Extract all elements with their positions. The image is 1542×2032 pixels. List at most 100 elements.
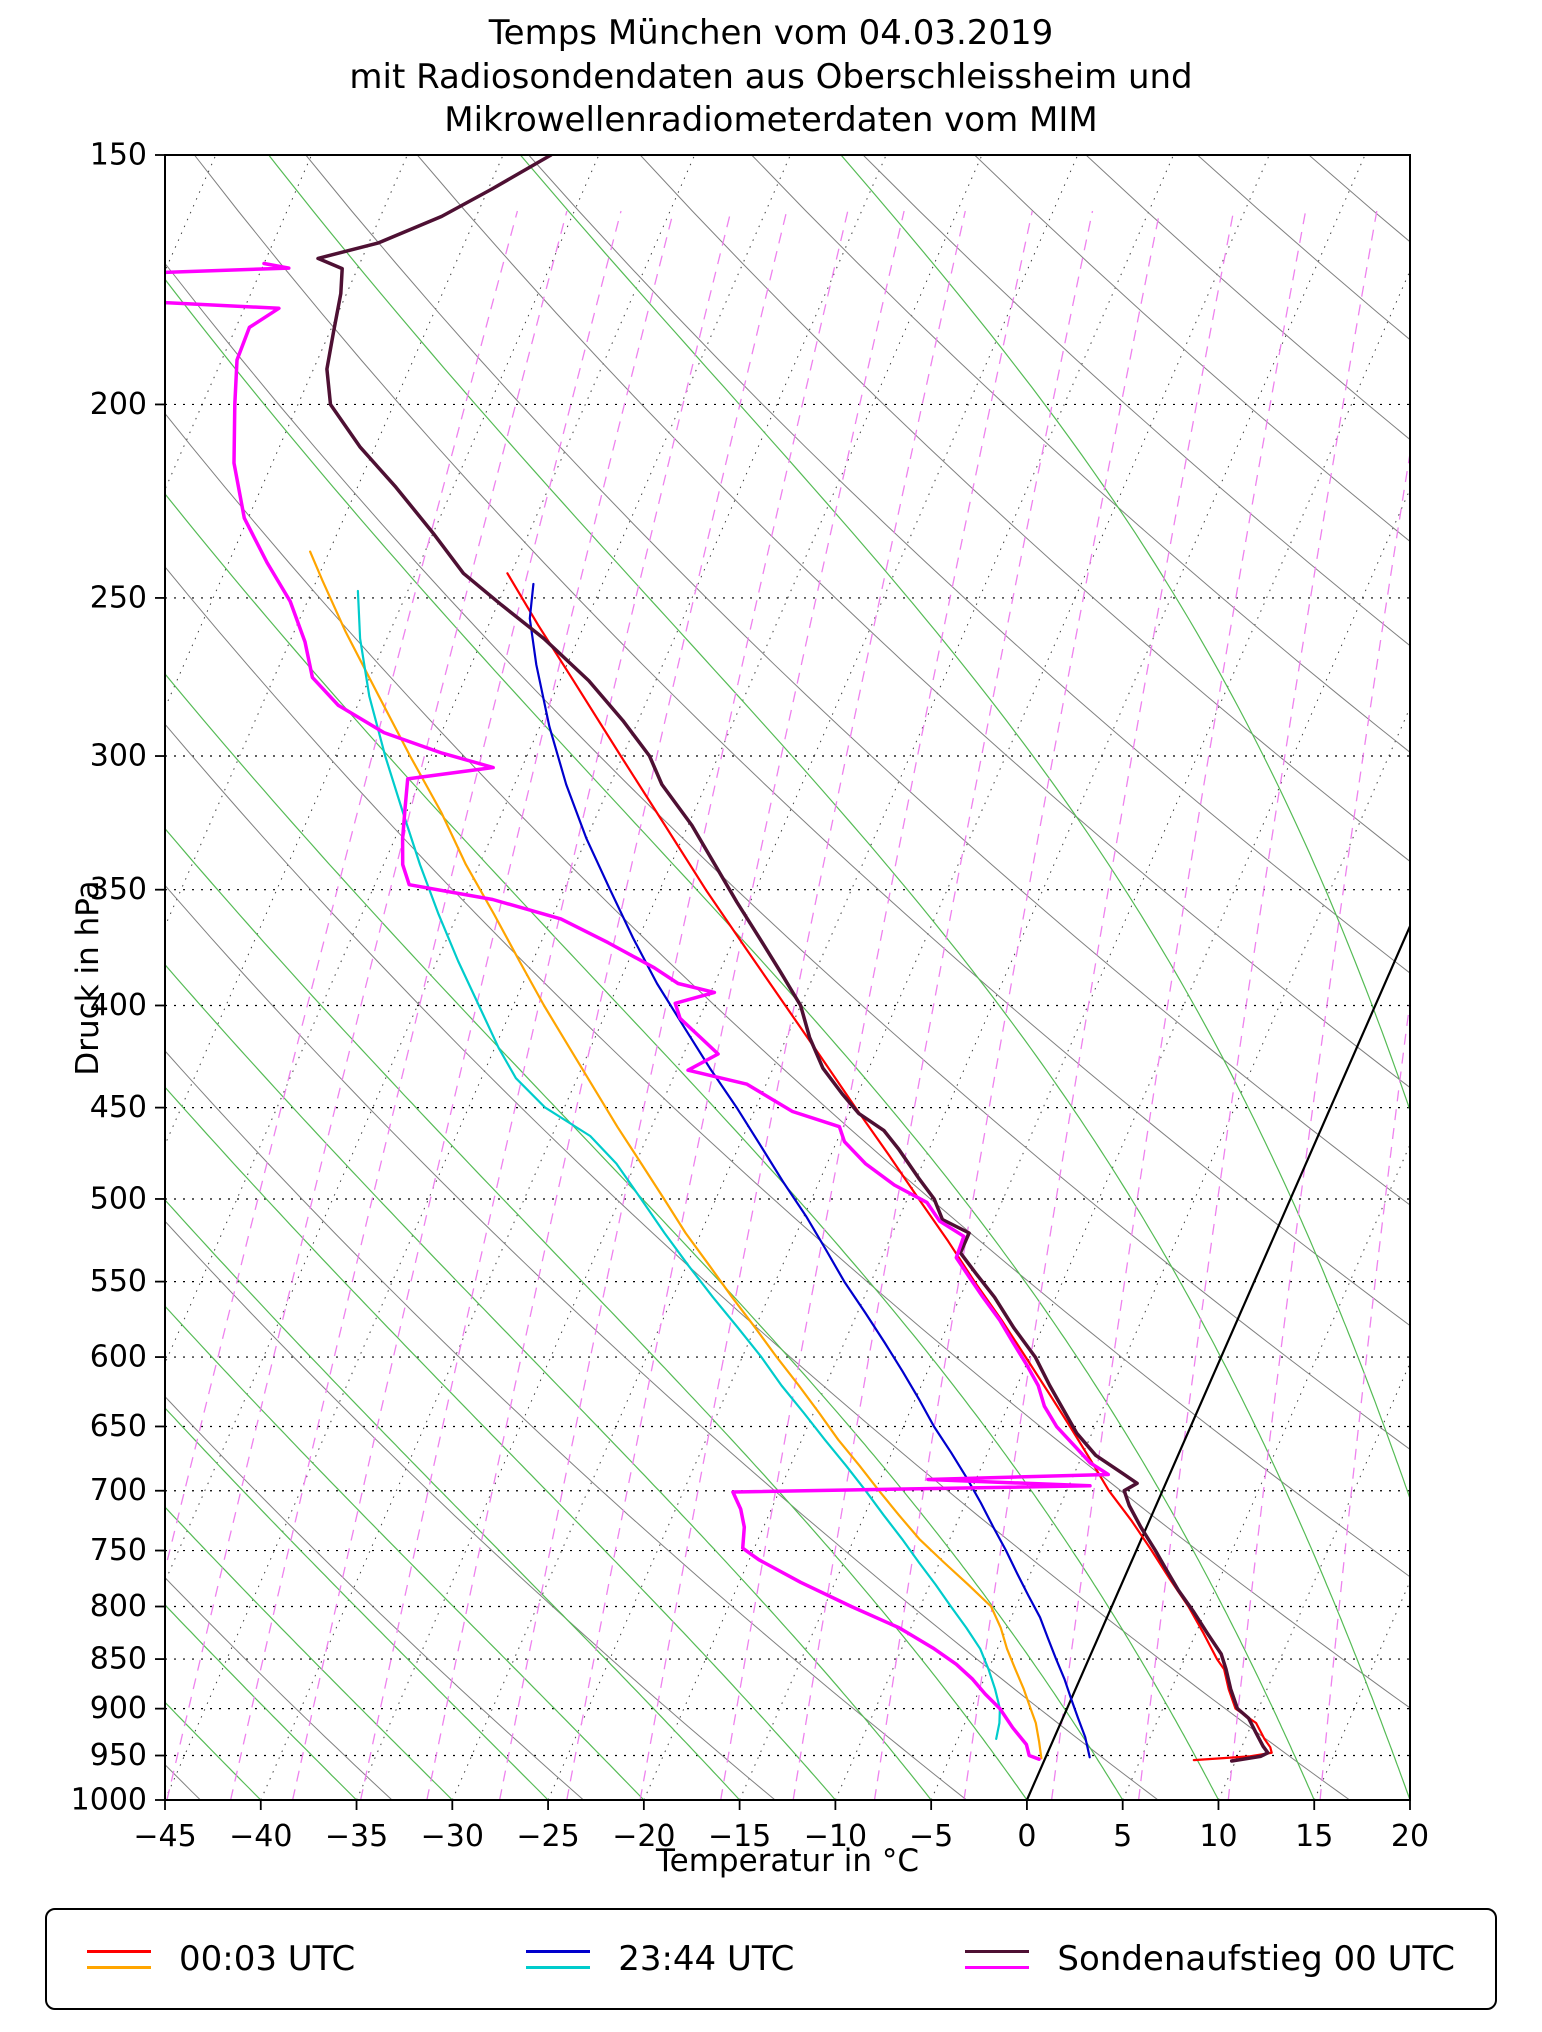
dry-adiabat xyxy=(165,412,1410,1578)
isotherm-line xyxy=(451,155,1174,1800)
mixing-ratio-line xyxy=(720,210,1033,1800)
isotherm-line xyxy=(930,706,1410,1800)
dry-adiabat xyxy=(416,155,1410,1089)
mixing-ratio-line xyxy=(1412,211,1542,1800)
y-tick-label: 450 xyxy=(90,1090,147,1125)
dry-adiabat xyxy=(751,155,1410,753)
dry-adiabat xyxy=(1420,155,1542,1800)
legend-entry: 00:03 UTC xyxy=(87,1937,526,1982)
mixing-ratio-line xyxy=(1137,210,1378,1800)
dry-adiabat xyxy=(165,1395,584,1800)
legend-entry: 23:44 UTC xyxy=(526,1937,965,1982)
mixing-ratio-line xyxy=(963,210,1235,1800)
series-23:44 UTC Temperatur xyxy=(528,582,1091,1759)
moist-adiabat xyxy=(165,673,1124,1800)
isotherm-line xyxy=(547,155,1270,1800)
mixing-ratio-line xyxy=(291,210,675,1800)
moist-adiabat xyxy=(519,155,1410,1501)
y-tick-label: 700 xyxy=(90,1473,147,1508)
isotherm-line xyxy=(834,488,1410,1800)
isotherm-line xyxy=(0,155,24,1800)
dry-adiabat xyxy=(165,1220,776,1800)
legend-label: 23:44 UTC xyxy=(618,1939,795,1979)
title-line-2: mit Radiosondendaten aus Oberschleisshei… xyxy=(349,56,1193,97)
chart-title: Temps München vom 04.03.2019 mit Radioso… xyxy=(0,12,1542,143)
x-tick-label: −10 xyxy=(804,1819,867,1854)
title-line-3: Mikrowellenradiometerdaten vom MIM xyxy=(444,100,1098,141)
legend-line-dewpoint xyxy=(87,1965,151,1969)
dry-adiabat xyxy=(305,155,1410,1206)
y-tick-label: 750 xyxy=(90,1533,147,1568)
isotherm-line xyxy=(1313,1580,1410,1800)
isotherm-line xyxy=(165,155,791,1583)
x-tick-label: −15 xyxy=(708,1819,771,1854)
legend-entry: Sondenaufstieg 00 UTC xyxy=(965,1937,1455,1982)
series-00:03 UTC Temperatur xyxy=(506,572,1273,1762)
moist-adiabat xyxy=(165,1086,836,1800)
legend-line-dewpoint xyxy=(526,1965,591,1969)
series-23:44 UTC Taupunkt xyxy=(356,589,1002,1741)
zero-degree-isotherm xyxy=(1025,923,1410,1800)
moist-adiabat xyxy=(165,1506,453,1800)
background-grid xyxy=(0,155,1542,1800)
moist-adiabat xyxy=(165,1407,549,1800)
dry-adiabat xyxy=(1197,155,1410,341)
mixing-ratio-line xyxy=(498,210,849,1800)
mixing-ratio-line xyxy=(229,210,622,1800)
legend-label: 00:03 UTC xyxy=(179,1939,356,1979)
x-tick-label: −25 xyxy=(516,1819,579,1854)
moist-adiabat xyxy=(165,1604,357,1800)
mixing-ratio-line xyxy=(359,210,732,1800)
legend: 00:03 UTC 23:44 UTC Sondenaufstieg 00 UTC xyxy=(45,1908,1497,2010)
moist-adiabat xyxy=(840,155,1410,1113)
moist-adiabat xyxy=(165,492,1220,1800)
axes: 1502002503003504004505005506006507007508… xyxy=(71,138,1429,1855)
moist-adiabat xyxy=(165,1305,645,1800)
series-00:03 UTC Taupunkt xyxy=(309,550,1043,1760)
y-tick-label: 400 xyxy=(90,988,147,1023)
mixing-ratio-line xyxy=(873,210,1161,1800)
legend-line-dewpoint xyxy=(965,1965,1030,1969)
mixing-ratio-line xyxy=(1319,996,1410,1800)
series-Sondenaufstieg 00 UTC Temperatur xyxy=(316,155,1270,1763)
legend-swatches xyxy=(87,1937,151,1982)
legend-label: Sondenaufstieg 00 UTC xyxy=(1057,1939,1456,1979)
title-line-1: Temps München vom 04.03.2019 xyxy=(488,13,1054,53)
y-axis-label: Druck in hPa xyxy=(70,880,106,1076)
isotherm-line xyxy=(1409,1798,1410,1800)
dry-adiabat xyxy=(194,155,1410,1327)
y-tick-label: 300 xyxy=(90,739,147,774)
y-tick-label: 800 xyxy=(90,1589,147,1624)
legend-line-temperature xyxy=(526,1949,591,1953)
y-tick-label: 150 xyxy=(90,138,147,173)
dry-adiabat xyxy=(165,1050,967,1800)
moist-adiabat xyxy=(165,1199,741,1800)
isotherm-line xyxy=(165,155,408,710)
legend-swatches xyxy=(526,1937,591,1982)
dry-adiabat xyxy=(974,155,1410,543)
dry-adiabat xyxy=(165,262,1410,1451)
y-tick-label: 950 xyxy=(90,1738,147,1773)
sounding-curves xyxy=(165,155,1273,1763)
dry-adiabat xyxy=(165,1576,393,1800)
y-tick-label: 1000 xyxy=(71,1783,147,1818)
isotherm-line xyxy=(165,155,887,1800)
dry-adiabat xyxy=(165,723,1350,1800)
x-tick-label: −40 xyxy=(229,1819,292,1854)
mixing-ratio-line xyxy=(1050,210,1307,1800)
y-tick-label: 250 xyxy=(90,580,147,615)
x-tick-label: 0 xyxy=(1017,1819,1036,1854)
dry-adiabat xyxy=(165,566,1410,1709)
dry-adiabat xyxy=(862,155,1410,647)
x-tick-label: −30 xyxy=(421,1819,484,1854)
x-axis-label: Temperatur in °C xyxy=(655,1843,920,1879)
dry-adiabat xyxy=(639,155,1410,863)
legend-line-temperature xyxy=(87,1949,151,1953)
y-tick-label: 500 xyxy=(90,1181,147,1216)
legend-swatches xyxy=(965,1937,1030,1982)
x-tick-label: −20 xyxy=(612,1819,675,1854)
y-tick-label: 850 xyxy=(90,1642,147,1677)
moist-adiabat xyxy=(165,827,1028,1800)
x-tick-label: 5 xyxy=(1113,1819,1132,1854)
